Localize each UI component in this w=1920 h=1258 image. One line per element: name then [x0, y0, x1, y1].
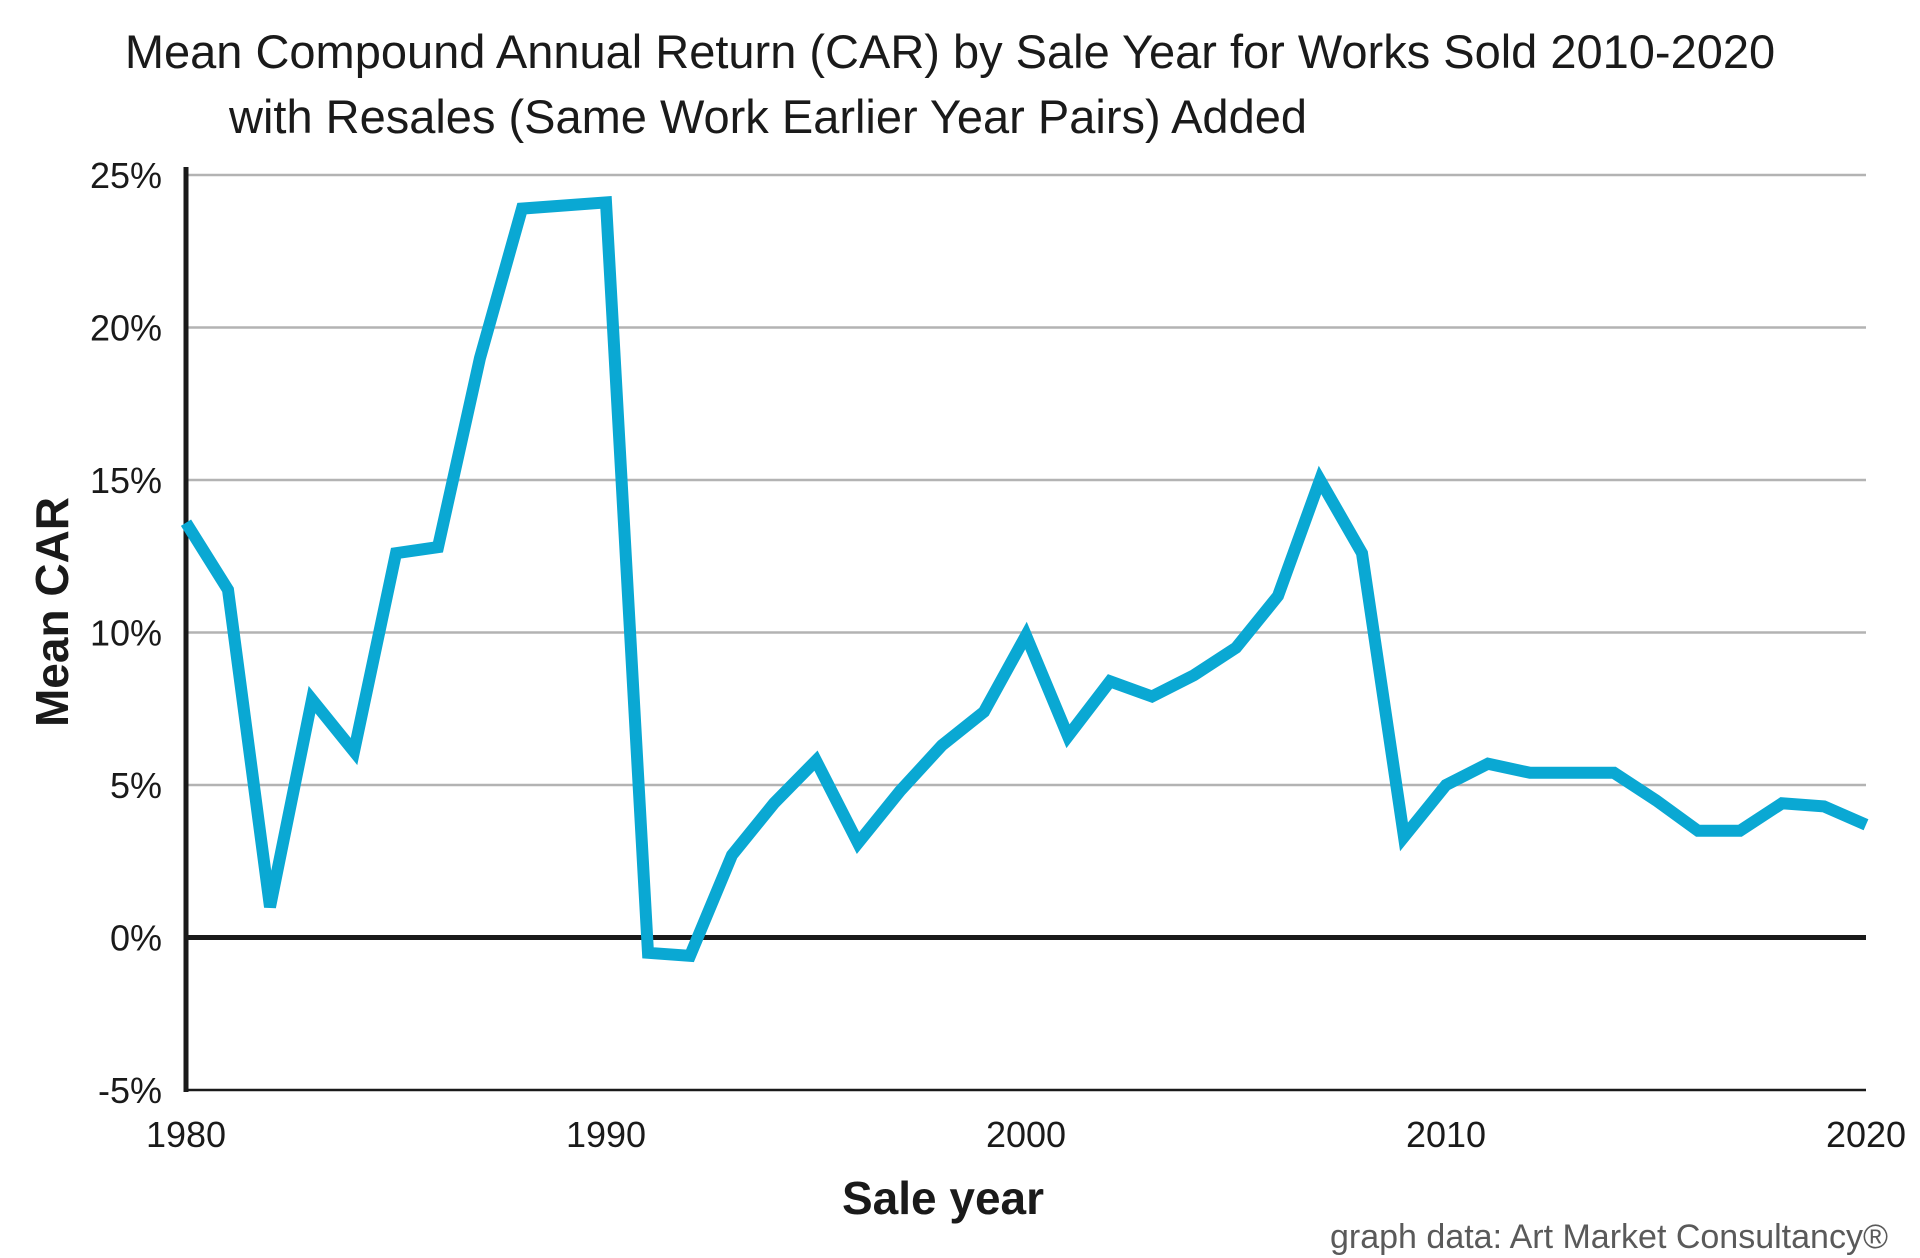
- data-point: [185, 522, 187, 524]
- data-point: [731, 854, 733, 856]
- data-point: [1319, 479, 1321, 481]
- data-point: [1361, 552, 1363, 554]
- data-points: [185, 201, 1867, 956]
- x-axis-label: Sale year: [842, 1172, 1044, 1224]
- data-point: [647, 952, 649, 954]
- y-tick-label: 25%: [90, 155, 162, 196]
- data-point: [1235, 647, 1237, 649]
- data-source-credit: graph data: Art Market Consultancy®: [1330, 1218, 1888, 1256]
- data-point: [521, 208, 523, 210]
- data-point: [1109, 680, 1111, 682]
- data-point: [1781, 802, 1783, 804]
- chart-title: Mean Compound Annual Return (CAR) by Sal…: [125, 25, 1775, 143]
- data-point: [479, 357, 481, 359]
- data-point: [689, 955, 691, 957]
- data-point: [941, 744, 943, 746]
- data-point: [311, 699, 313, 701]
- x-tick-label: 2010: [1406, 1114, 1486, 1155]
- data-point: [1655, 799, 1657, 801]
- x-tick-label: 1990: [566, 1114, 646, 1155]
- data-point: [1151, 696, 1153, 698]
- data-point: [1403, 836, 1405, 838]
- x-tick-label: 2020: [1826, 1114, 1906, 1155]
- y-tick-label: 15%: [90, 460, 162, 501]
- data-point: [857, 842, 859, 844]
- y-tick-label: 10%: [90, 613, 162, 654]
- y-tick-labels: -5% 0% 5% 10% 15% 20% 25%: [90, 155, 162, 1111]
- data-point: [1025, 635, 1027, 637]
- data-point: [983, 711, 985, 713]
- data-point: [1823, 805, 1825, 807]
- data-series: [180, 195, 1869, 963]
- data-point: [899, 790, 901, 792]
- data-point: [1613, 772, 1615, 774]
- data-point: [1067, 735, 1069, 737]
- data-point: [269, 906, 271, 908]
- y-tick-label: 20%: [90, 308, 162, 349]
- axes: [183, 167, 1866, 1092]
- x-tick-label: 1980: [146, 1114, 226, 1155]
- y-axis-label: Mean CAR: [26, 497, 78, 727]
- data-point: [1697, 830, 1699, 832]
- chart-title-line-2: with Resales (Same Work Earlier Year Pai…: [228, 90, 1307, 143]
- data-point: [1571, 772, 1573, 774]
- data-point: [773, 802, 775, 804]
- series-line-mean-car: [180, 195, 1869, 963]
- gridlines: [186, 173, 1866, 787]
- data-point: [1445, 784, 1447, 786]
- data-point: [437, 546, 439, 548]
- data-point: [353, 751, 355, 753]
- data-point: [395, 552, 397, 554]
- y-tick-label: 5%: [110, 765, 162, 806]
- y-tick-label: -5%: [98, 1070, 162, 1111]
- x-tick-label: 2000: [986, 1114, 1066, 1155]
- data-point: [1739, 830, 1741, 832]
- data-point: [1277, 595, 1279, 597]
- data-point: [1487, 763, 1489, 765]
- data-point: [1865, 824, 1867, 826]
- data-point: [1193, 674, 1195, 676]
- y-tick-label: 0%: [110, 918, 162, 959]
- data-point: [605, 201, 607, 203]
- x-tick-labels: 1980 1990 2000 2010 2020: [146, 1114, 1906, 1155]
- data-point: [815, 760, 817, 762]
- chart-title-line-1: Mean Compound Annual Return (CAR) by Sal…: [125, 25, 1775, 78]
- data-point: [563, 205, 565, 207]
- data-point: [227, 589, 229, 591]
- data-point: [1529, 772, 1531, 774]
